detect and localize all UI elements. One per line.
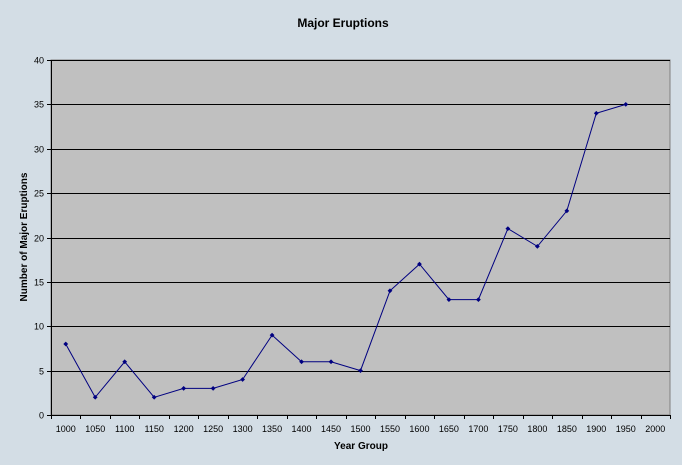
x-tick-label-1050: 1050 <box>85 424 105 434</box>
data-point-1700 <box>476 297 481 303</box>
chart-title: Major Eruptions <box>297 16 389 30</box>
plot-area <box>50 59 671 416</box>
data-point-1200 <box>181 385 187 391</box>
y-axis-label: Number of Major Eruptions <box>19 172 30 301</box>
x-tick-label-2000: 2000 <box>645 424 665 434</box>
data-point-1850 <box>564 208 570 214</box>
x-tick-label-1550: 1550 <box>380 424 400 434</box>
data-point-1300 <box>240 377 245 382</box>
x-tick-label-1250: 1250 <box>203 424 223 434</box>
y-tick-label-20: 20 <box>34 234 44 244</box>
y-tick-label-10: 10 <box>34 322 44 332</box>
x-axis-ticks: 1000 1050 1100 1150 1200 1250 1300 1350 1400 1450… <box>51 415 671 434</box>
data-point-1100 <box>122 359 128 365</box>
data-point-1500 <box>358 368 363 374</box>
series-group <box>63 101 629 400</box>
x-tick-label-1800: 1800 <box>527 424 547 434</box>
data-point-1750 <box>505 226 511 232</box>
x-axis-label: Year Group <box>334 441 388 452</box>
x-tick-label-1750: 1750 <box>498 424 518 434</box>
data-point-1550 <box>387 288 393 294</box>
x-tick-label-1500: 1500 <box>350 424 370 434</box>
y-axis-ticks: 0 5 10 15 20 25 30 35 40 <box>34 56 51 421</box>
data-point-1600 <box>417 261 422 267</box>
x-tick-label-1150: 1150 <box>144 424 163 434</box>
x-tick-label-1200: 1200 <box>174 424 194 434</box>
series-line-0 <box>65 103 626 399</box>
gridlines <box>51 60 670 372</box>
data-point-1250 <box>210 385 216 391</box>
data-point-1900 <box>593 110 599 116</box>
data-point-1800 <box>534 243 540 249</box>
x-tick-label-1350: 1350 <box>262 424 282 434</box>
data-point-1050 <box>92 394 98 400</box>
y-tick-label-40: 40 <box>34 56 44 66</box>
x-tick-label-1400: 1400 <box>292 424 312 434</box>
data-point-1350 <box>269 332 275 338</box>
x-tick-label-1000: 1000 <box>56 424 76 434</box>
x-tick-label-1950: 1950 <box>616 424 636 434</box>
x-tick-label-1900: 1900 <box>586 424 606 434</box>
y-tick-label-5: 5 <box>39 367 44 377</box>
x-tick-label-1450: 1450 <box>321 424 341 434</box>
y-tick-label-25: 25 <box>34 189 44 199</box>
data-point-1650 <box>446 297 452 303</box>
data-point-1400 <box>299 359 304 365</box>
x-tick-label-1850: 1850 <box>557 424 577 434</box>
data-point-1450 <box>328 359 334 365</box>
y-tick-label-30: 30 <box>34 145 44 155</box>
x-tick-label-1600: 1600 <box>409 424 429 434</box>
y-tick-label-35: 35 <box>34 100 44 110</box>
data-point-1950 <box>623 101 629 107</box>
x-tick-label-1100: 1100 <box>115 424 134 434</box>
data-point-1000 <box>63 341 69 347</box>
axes <box>51 60 670 416</box>
y-tick-label-0: 0 <box>39 411 44 421</box>
x-tick-label-1300: 1300 <box>233 424 253 434</box>
x-tick-label-1700: 1700 <box>468 424 488 434</box>
data-point-1150 <box>151 394 157 400</box>
y-tick-label-15: 15 <box>34 278 44 288</box>
x-tick-label-1650: 1650 <box>439 424 459 434</box>
